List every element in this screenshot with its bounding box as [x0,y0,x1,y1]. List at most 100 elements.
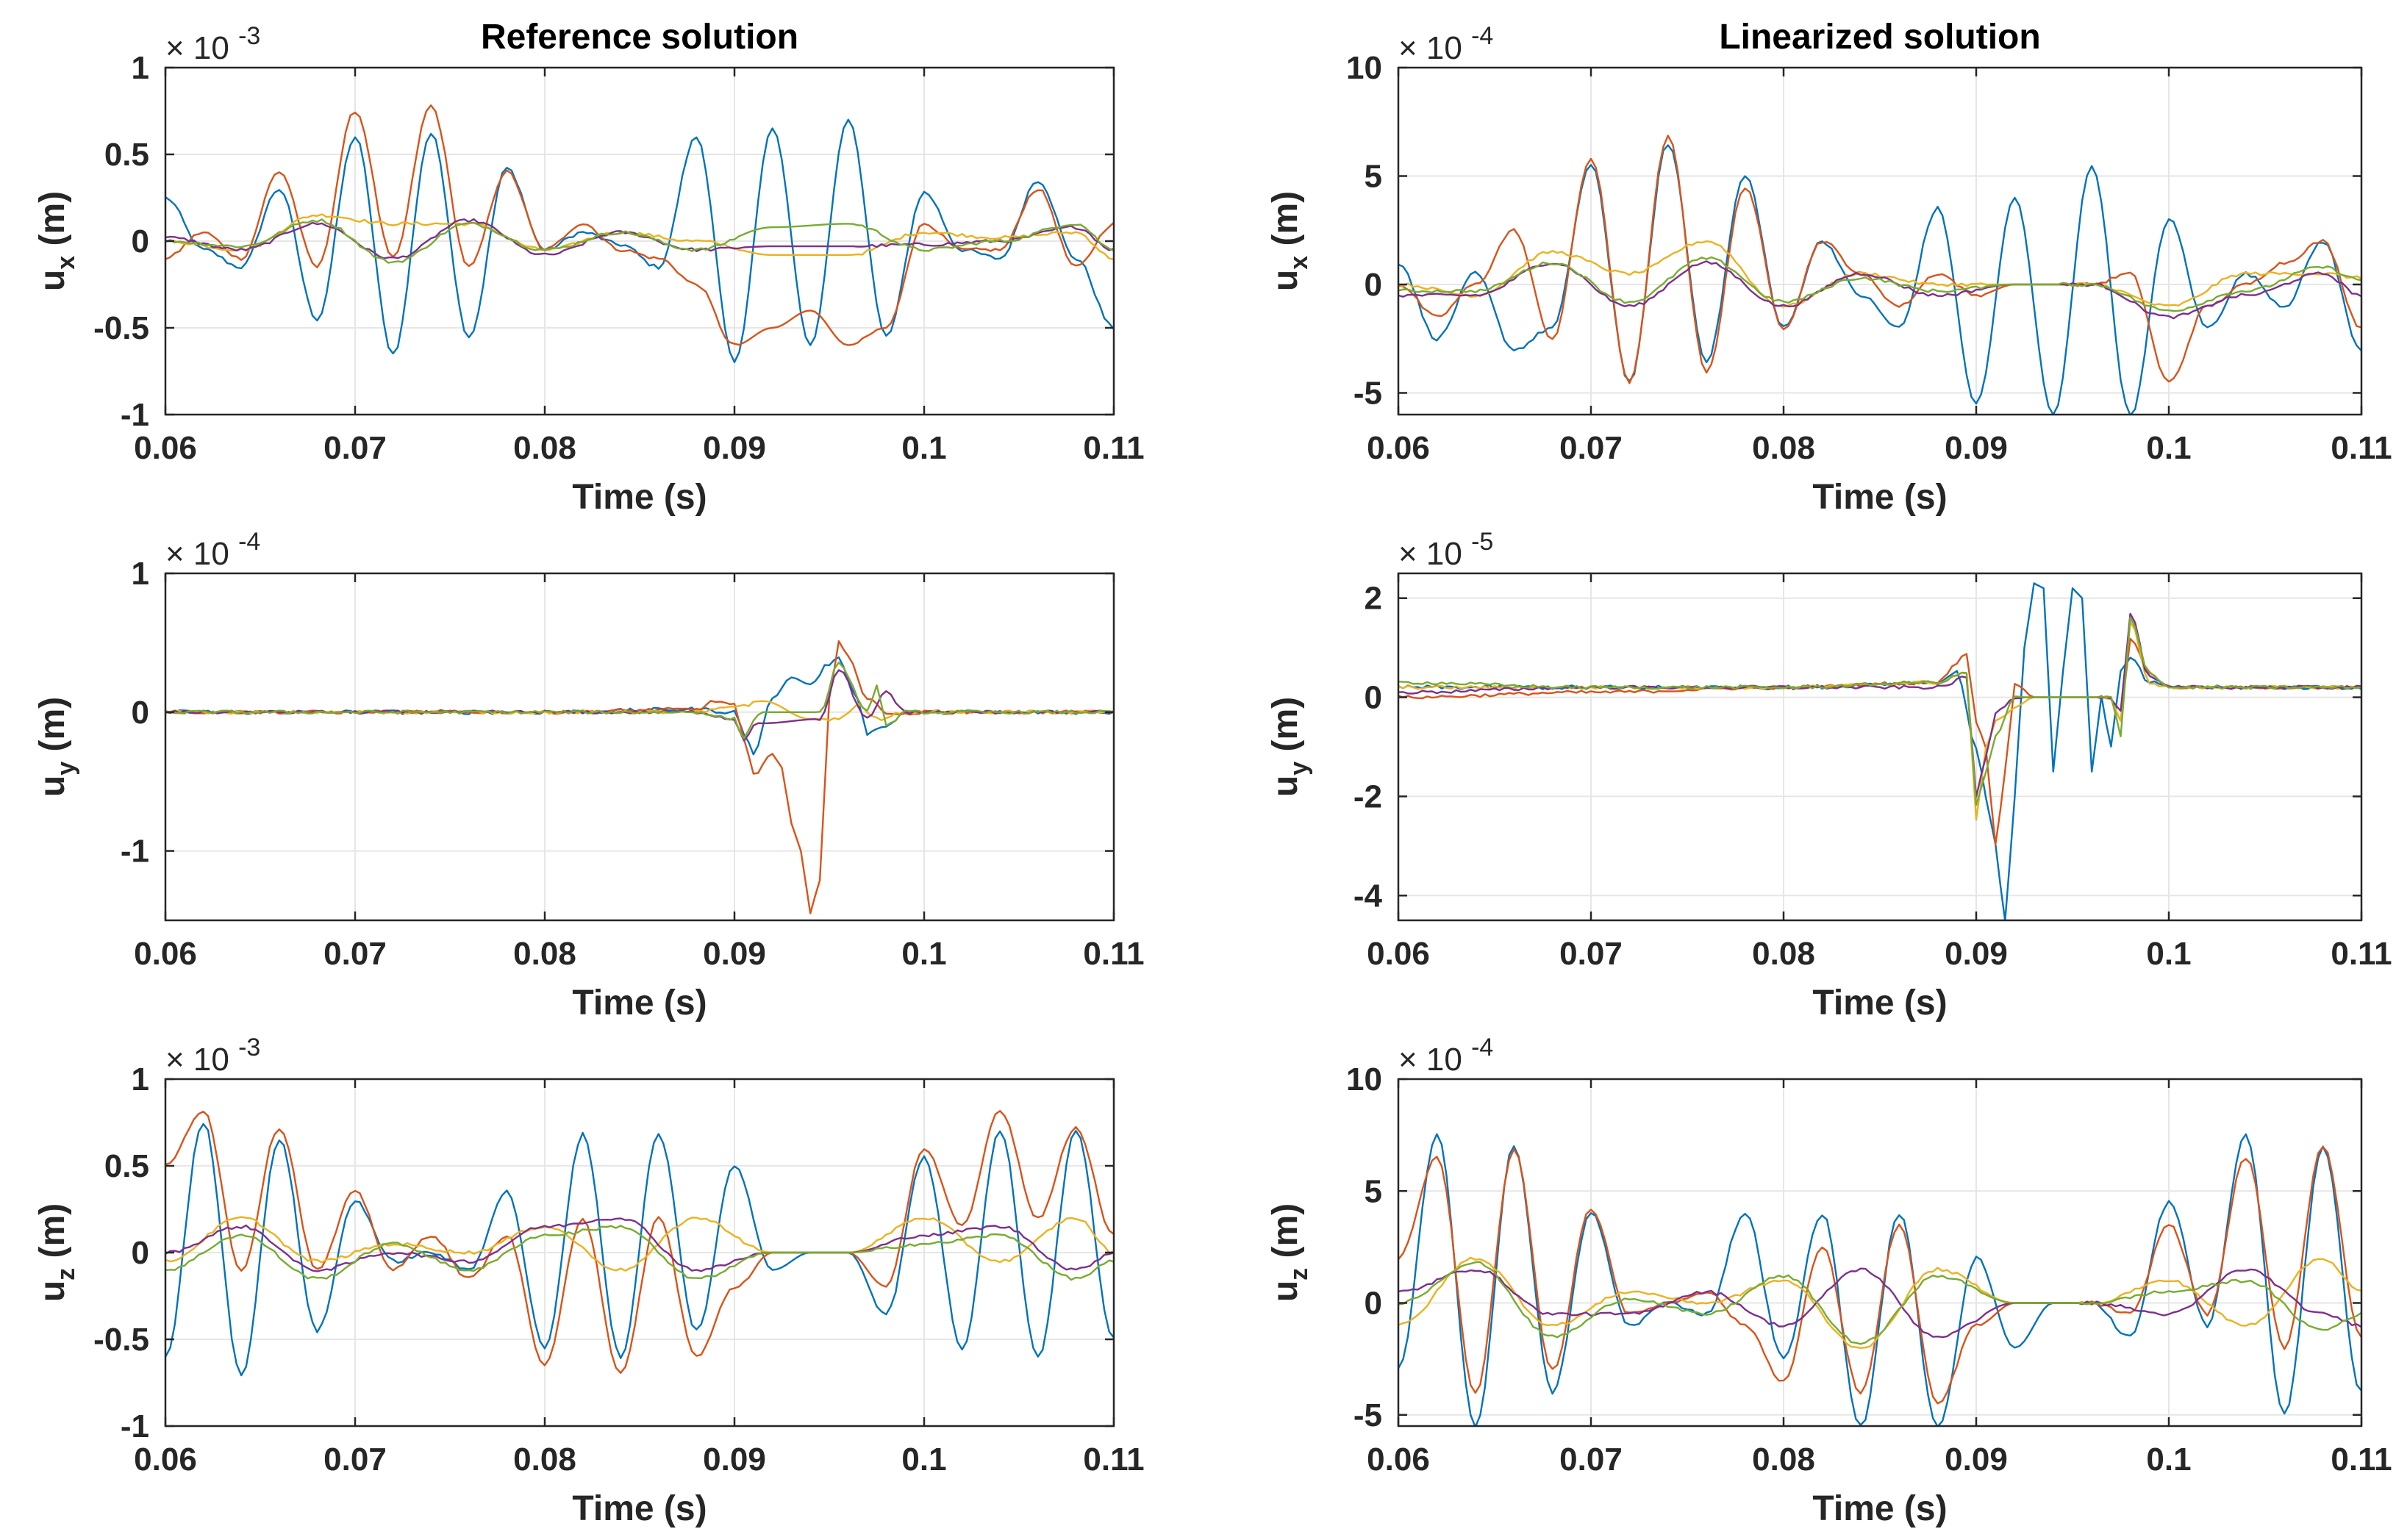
series-line-1 [1398,1133,2361,1426]
x-tick-label: 0.08 [513,1441,576,1478]
x-axis-label: Time (s) [572,984,707,1023]
x-tick-label: 0.1 [2146,936,2191,972]
y-tick-label: -5 [1353,1397,1382,1433]
axis-multiplier: × 10 -4 [165,528,260,572]
y-axis-label: uy (m) [1266,697,1313,797]
series-line-5 [165,1225,1114,1281]
series-line-5 [165,662,1114,739]
x-tick-label: 0.08 [1752,1441,1815,1478]
x-tick-label: 0.07 [323,430,387,466]
y-tick-label: -1 [121,397,149,433]
x-tick-label: 0.1 [2146,430,2191,466]
x-tick-label: 0.09 [703,936,766,972]
axes-frame [1397,572,2363,922]
x-tick-label: 0.06 [134,430,197,466]
y-tick-label: -0.5 [93,1322,149,1358]
y-tick-label: 0 [132,1235,149,1271]
axes-frame [1397,1078,2363,1428]
series-line-1 [1398,144,2361,415]
y-tick-label: 1 [132,556,149,592]
chart-panel-uz_ref: 0.06 0.07 0.08 0.09 0.1 0.11 -1 -0.5 0 0.5 1 × 10 -… [33,1034,1145,1528]
series-line-2 [1398,135,2361,384]
x-tick-label: 0.11 [1083,936,1144,972]
chart-title: Reference solution [481,18,798,57]
x-tick-label: 0.08 [513,430,576,466]
chart-title: Linearized solution [1719,18,2040,57]
x-tick-label: 0.11 [1083,1441,1144,1478]
y-tick-label: -1 [121,834,149,870]
series-line-4 [1398,1267,2361,1339]
plot-area [1398,68,2361,415]
x-tick-label: 0.09 [703,430,766,466]
plot-area [1398,1079,2361,1426]
chart-panel-ux_ref: 0.06 0.07 0.08 0.09 0.1 0.11 -1 -0.5 0 0.5 1 × 10 -… [33,18,1145,517]
axis-multiplier: × 10 -5 [1398,528,1493,572]
x-tick-label: 0.11 [1083,430,1144,466]
x-tick-label: 0.11 [2331,1441,2392,1478]
y-axis-label: ux (m) [1266,191,1313,291]
y-tick-label: 0 [1365,680,1382,716]
y-axis-label: uz (m) [1266,1203,1313,1302]
x-tick-label: 0.07 [323,936,387,972]
x-tick-label: 0.08 [513,936,576,972]
y-axis-label: uz (m) [33,1203,80,1302]
y-tick-label: 0.5 [104,1148,149,1184]
y-tick-label: -1 [121,1408,149,1444]
x-tick-label: 0.09 [1945,1441,2008,1478]
y-axis-label: uy (m) [33,697,80,797]
x-tick-label: 0.09 [703,1441,766,1478]
x-tick-label: 0.11 [2331,936,2392,972]
y-tick-label: 1 [132,1061,149,1097]
chart-panel-uy_lin: 0.06 0.07 0.08 0.09 0.1 0.11 -4 -2 0 2 × 10 -5 Time… [1266,528,2392,1023]
x-tick-label: 0.07 [1559,1441,1623,1478]
y-tick-label: 1 [132,50,149,86]
series-line-4 [165,1217,1114,1272]
series-line-2 [1398,1146,2361,1405]
x-axis-label: Time (s) [1812,984,1947,1023]
x-tick-label: 0.06 [1367,936,1430,972]
x-tick-label: 0.06 [134,1441,197,1478]
x-tick-label: 0.07 [323,1441,387,1478]
x-tick-label: 0.07 [1559,430,1623,466]
axes-frame [1397,66,2363,416]
x-tick-label: 0.09 [1945,936,2008,972]
y-axis-label: ux (m) [33,191,80,291]
x-tick-label: 0.08 [1752,430,1815,466]
x-axis-label: Time (s) [1812,478,1947,517]
y-tick-label: -2 [1353,778,1382,814]
series-line-4 [165,218,1114,259]
y-tick-label: 0 [132,695,149,731]
chart-panel-uz_lin: 0.06 0.07 0.08 0.09 0.1 0.11 -5 0 5 10 × 10 -4 Time… [1266,1034,2392,1528]
y-tick-label: 0.5 [104,137,149,173]
x-tick-label: 0.06 [134,936,197,972]
axis-multiplier: × 10 -3 [165,1034,260,1078]
x-tick-label: 0.1 [901,936,946,972]
series-line-2 [165,1110,1114,1374]
x-tick-label: 0.06 [1367,430,1430,466]
chart-panel-uy_ref: 0.06 0.07 0.08 0.09 0.1 0.11 -1 0 1 × 10 -4 Time (… [33,528,1145,1023]
axis-multiplier: × 10 -3 [165,22,260,66]
series-line-5 [1398,1261,2361,1345]
plot-area [1398,573,2361,920]
y-tick-label: 10 [1346,50,1382,86]
axis-multiplier: × 10 -4 [1398,22,1493,66]
axes-frame [164,572,1115,922]
chart-panel-ux_lin: 0.06 0.07 0.08 0.09 0.1 0.11 -5 0 5 10 × 10 -4 Line… [1266,18,2392,517]
y-tick-label: -4 [1353,878,1383,914]
x-axis-label: Time (s) [572,478,707,517]
y-tick-label: 0 [1365,267,1382,303]
x-axis-label: Time (s) [1812,1489,1947,1528]
series-line-5 [1398,616,2361,806]
x-tick-label: 0.08 [1752,936,1815,972]
y-tick-label: 5 [1365,1173,1382,1209]
y-tick-label: -0.5 [93,310,149,346]
x-tick-label: 0.11 [2331,430,2392,466]
series-line-5 [165,218,1114,264]
y-tick-label: -5 [1353,376,1382,412]
series-line-3 [165,213,1114,261]
y-tick-label: 0 [1365,1286,1382,1322]
y-tick-label: 10 [1346,1061,1382,1097]
series-line-3 [1398,240,2361,308]
plot-area [165,573,1114,920]
